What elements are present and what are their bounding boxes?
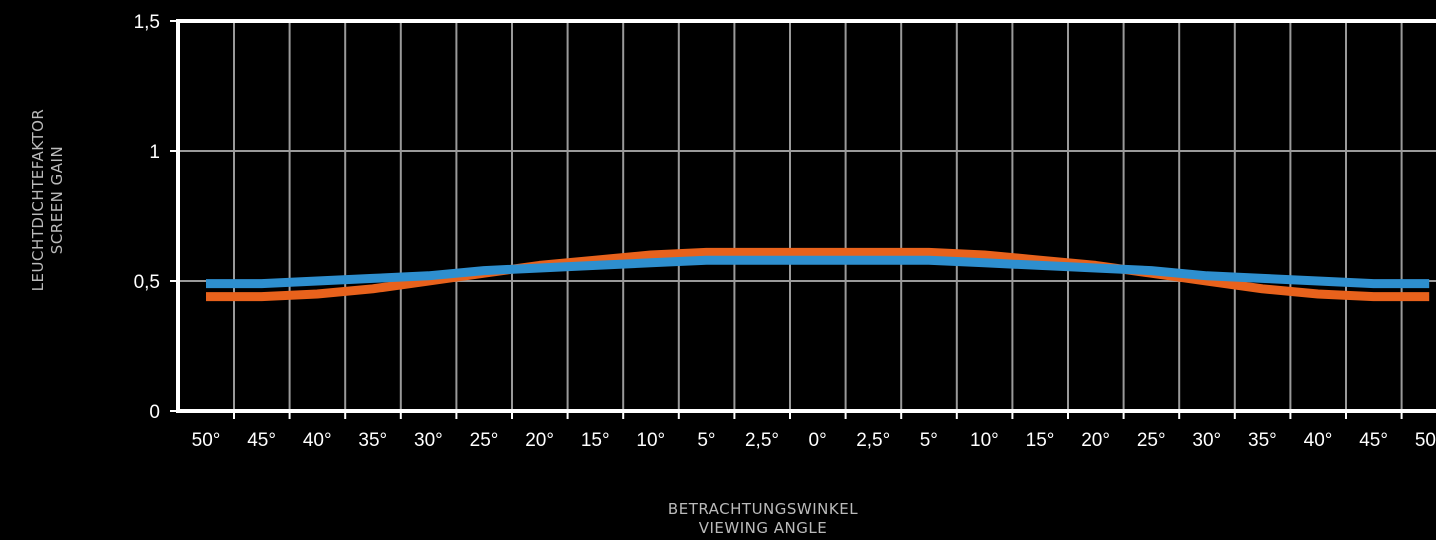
y-tick-label: 0	[149, 402, 160, 423]
x-tick-label: 20°	[525, 430, 554, 451]
x-tick-label: 0°	[809, 430, 827, 451]
x-tick-label: 40°	[303, 430, 332, 451]
grid-lines	[178, 21, 1436, 411]
y-tick-label: 1	[149, 142, 160, 163]
x-tick-label: 25°	[470, 430, 499, 451]
x-tick-label: 20°	[1081, 430, 1110, 451]
x-axis-title: BETRACHTUNGSWINKEL VIEWING ANGLE	[668, 500, 858, 537]
x-tick-label: 30°	[1192, 430, 1221, 451]
x-tick-label: 40°	[1304, 430, 1333, 451]
x-tick-label: 50°	[192, 430, 221, 451]
y-tick-label: 0,5	[134, 272, 160, 293]
y-axis-title-line-1: LEUCHTDICHTEFAKTOR	[29, 109, 47, 292]
x-tick-label: 30°	[414, 430, 443, 451]
x-tick-label: 35°	[358, 430, 387, 451]
x-tick-label: 45°	[1359, 430, 1388, 451]
x-axis-title-line-1: BETRACHTUNGSWINKEL	[668, 500, 858, 518]
x-tick-label: 10°	[970, 430, 999, 451]
x-tick-label: 2,5°	[745, 430, 779, 451]
x-tick-labels: 50° 45° 40° 35° 30° 25° 20° 15° 10° 5° 2,5° 0° 2,5° 5…	[192, 430, 1436, 451]
y-axis-title-line-2: SCREEN GAIN	[48, 146, 66, 254]
x-tick-label: 5°	[697, 430, 715, 451]
x-tick-label: 2,5°	[856, 430, 890, 451]
x-tick-label: 15°	[581, 430, 610, 451]
axes	[170, 19, 1436, 419]
x-tick-label: 15°	[1026, 430, 1055, 451]
x-tick-label: 50°	[1415, 430, 1436, 451]
y-tick-label: 1,5	[134, 12, 160, 33]
series-lines	[205, 247, 1430, 302]
x-tick-label: 5°	[920, 430, 938, 451]
x-tick-label: 45°	[247, 430, 276, 451]
y-tick-labels: 0 0,5 1 1,5	[134, 12, 160, 423]
x-tick-label: 25°	[1137, 430, 1166, 451]
x-tick-label: 10°	[636, 430, 665, 451]
y-axis-title: LEUCHTDICHTEFAKTOR SCREEN GAIN	[29, 109, 66, 292]
x-tick-label: 35°	[1248, 430, 1277, 451]
x-axis-title-line-2: VIEWING ANGLE	[699, 519, 827, 537]
